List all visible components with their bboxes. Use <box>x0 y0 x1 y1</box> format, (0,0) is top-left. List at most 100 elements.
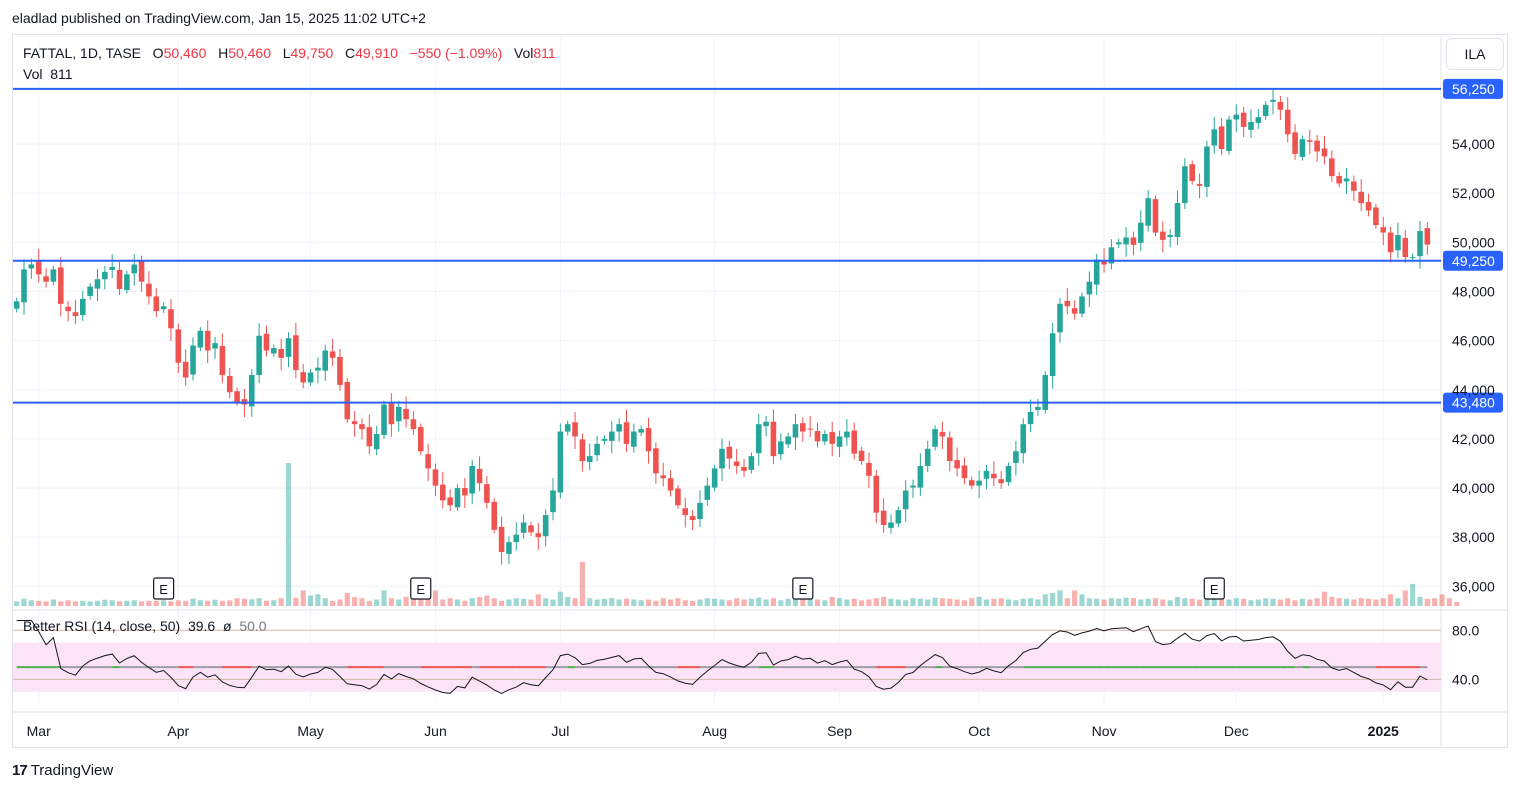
candle <box>329 338 336 366</box>
grid-lines <box>13 36 1507 748</box>
candle-body <box>1395 235 1401 251</box>
candle-body <box>138 261 145 282</box>
volume-bar <box>1020 598 1026 606</box>
volume-bar <box>418 599 424 606</box>
volume-bar <box>748 598 754 606</box>
candle-body <box>653 448 659 474</box>
volume-bar <box>1013 600 1019 606</box>
volume-bar <box>153 600 159 606</box>
volume-bar <box>278 598 284 606</box>
candle <box>1057 297 1063 343</box>
volume-bar <box>43 601 49 606</box>
price-tick-label: 42,000 <box>1452 431 1495 447</box>
price-tick-label: 48,000 <box>1452 284 1495 300</box>
candle <box>425 443 431 481</box>
candle-body <box>1211 129 1218 146</box>
candle-body <box>1262 104 1269 117</box>
candle <box>168 298 174 341</box>
candle-body <box>1248 121 1254 130</box>
volume-bar <box>690 600 696 606</box>
volume-bar <box>623 598 630 606</box>
volume-bar <box>1277 599 1283 606</box>
volume-bar <box>1160 599 1166 606</box>
volume-bar <box>836 598 843 606</box>
candle <box>322 344 329 381</box>
candle-body <box>777 441 784 455</box>
candle <box>601 435 608 445</box>
tradingview-brand[interactable]: 17 TradingView <box>12 762 113 779</box>
volume-bar <box>285 463 292 606</box>
candle-body <box>822 434 828 442</box>
candle-body <box>109 266 115 270</box>
candle-body <box>1240 112 1247 127</box>
candle-body <box>675 488 681 506</box>
candle-body <box>1182 166 1188 204</box>
candle-body <box>1336 176 1342 184</box>
candle-body <box>792 424 799 438</box>
candle-body <box>234 391 240 403</box>
volume-bar <box>888 598 894 606</box>
volume-bar <box>322 598 328 606</box>
candle <box>616 418 622 442</box>
candle <box>932 425 938 451</box>
volume-bar <box>14 601 20 606</box>
volume-bar <box>1079 594 1085 606</box>
candle <box>1387 226 1394 263</box>
volume-bar <box>1035 599 1041 606</box>
candle <box>94 268 101 302</box>
candle-body <box>263 333 270 351</box>
candle-body <box>1035 406 1041 410</box>
rsi-mid: 50.0 <box>239 618 267 634</box>
level-label-bg <box>1443 250 1503 271</box>
candle <box>535 522 542 550</box>
candle <box>513 522 520 551</box>
candle-body <box>998 479 1004 484</box>
candle-body <box>344 381 351 420</box>
candle <box>924 440 931 472</box>
candle-body <box>300 372 307 383</box>
candle <box>653 442 659 484</box>
volume-bar <box>359 598 365 606</box>
volume-bar <box>396 599 402 606</box>
candle-body <box>572 422 578 437</box>
candle <box>939 421 946 450</box>
candle-body <box>226 376 233 393</box>
time-tick-label: Apr <box>167 723 189 739</box>
candle <box>697 490 703 528</box>
candle-body <box>873 475 880 513</box>
candle <box>667 470 674 497</box>
candle-body <box>542 515 549 537</box>
candle <box>440 472 446 509</box>
volume-bar <box>190 598 196 606</box>
volume-bar <box>895 599 901 606</box>
volume-bar <box>741 599 747 606</box>
candle <box>748 452 755 474</box>
candle-body <box>1314 140 1320 152</box>
candle <box>1174 190 1181 246</box>
volume-bar <box>697 599 703 606</box>
volume-bar <box>1373 599 1379 606</box>
candle <box>777 433 784 461</box>
candle <box>1248 109 1254 138</box>
candle <box>822 430 828 446</box>
volume-bar <box>557 591 563 606</box>
candle <box>263 325 270 357</box>
volume-bar <box>1028 598 1034 606</box>
volume-bar <box>330 600 336 606</box>
candle <box>880 498 887 534</box>
candle <box>410 411 417 435</box>
candle <box>1292 124 1298 160</box>
rsi-tick-label: 40.0 <box>1452 671 1479 687</box>
candle <box>1013 440 1019 476</box>
candle-body <box>594 443 600 456</box>
candle-body <box>895 510 902 524</box>
currency-button[interactable]: ILA <box>1446 38 1504 70</box>
candle <box>447 489 453 512</box>
volume-bar <box>1123 597 1129 606</box>
candle-body <box>836 436 843 447</box>
candle <box>631 423 637 453</box>
candle <box>417 423 424 455</box>
candle <box>1424 222 1431 255</box>
volume-bar <box>756 597 762 606</box>
